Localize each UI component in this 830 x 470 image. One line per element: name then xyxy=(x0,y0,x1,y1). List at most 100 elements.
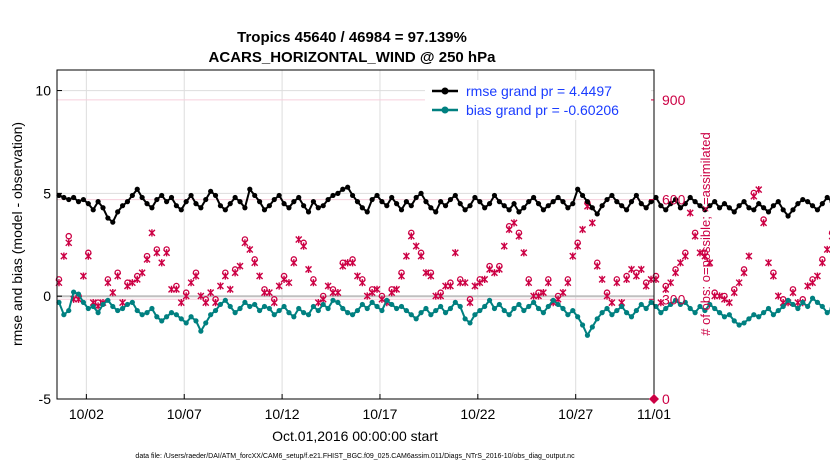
obs-assimilated-point xyxy=(104,279,112,287)
obs-assimilated-point xyxy=(437,292,445,300)
bias-point xyxy=(716,310,723,316)
y-tick-label: 10 xyxy=(35,83,51,99)
rmse-point xyxy=(335,190,341,196)
bias-point xyxy=(271,312,277,318)
obs-assimilated-point xyxy=(422,269,430,277)
rmse-point xyxy=(129,192,135,199)
bias-point xyxy=(398,303,405,310)
rmse-point xyxy=(712,199,718,205)
rmse-point xyxy=(310,199,317,205)
obs-possible-point xyxy=(65,232,72,240)
bias-point xyxy=(183,320,189,326)
bias-point xyxy=(511,305,517,312)
rmse-point xyxy=(134,186,140,192)
rmse-point xyxy=(570,201,576,207)
bias-point xyxy=(521,307,527,314)
bias-point xyxy=(790,301,796,308)
rmse-point xyxy=(271,196,277,203)
rmse-point xyxy=(281,201,287,207)
bias-point xyxy=(697,303,703,310)
x-axis-ticks: 10/02 10/07 10/12 10/17 10/22 10/27 11/01 xyxy=(69,394,671,422)
obs-assimilated-point xyxy=(769,272,777,280)
bias-point xyxy=(648,299,654,305)
rmse-point xyxy=(208,188,214,194)
obs-assimilated-point xyxy=(466,299,474,307)
obs-assimilated-point xyxy=(84,252,92,260)
rmse-point xyxy=(555,194,561,201)
obs-assimilated-point xyxy=(265,289,273,297)
bias-point xyxy=(751,312,757,318)
rmse-point xyxy=(780,207,786,213)
obs-assimilated-point xyxy=(593,262,601,270)
obs-assimilated-point xyxy=(490,269,498,277)
bias-point xyxy=(491,305,498,312)
rmse-point xyxy=(168,194,175,201)
obs-assimilated-point xyxy=(427,272,435,280)
obs-assimilated-point xyxy=(128,279,136,287)
bias-point xyxy=(589,324,595,330)
obs-assimilated-point xyxy=(446,282,454,290)
bias-point xyxy=(824,310,830,316)
rmse-point xyxy=(442,203,449,209)
rmse-point xyxy=(384,203,390,209)
obs-assimilated-point xyxy=(603,292,611,300)
rmse-point xyxy=(658,203,664,209)
rmse-point xyxy=(741,199,747,205)
bias-point xyxy=(286,310,292,316)
obs-assimilated-point xyxy=(696,249,704,257)
obs-assimilated-point xyxy=(564,279,572,287)
obs-assimilated-point xyxy=(231,269,239,277)
bias-point xyxy=(75,291,82,297)
obs-assimilated-point xyxy=(353,272,361,280)
data-file-footer: data file: /Users/raeder/DAI/ATM_forcXX/… xyxy=(135,453,575,460)
rmse-point xyxy=(653,194,659,201)
bias-point xyxy=(814,299,821,305)
bias-point xyxy=(247,303,253,310)
right-axis-zero-marker xyxy=(649,394,659,404)
rmse-point xyxy=(178,207,184,213)
bias-point xyxy=(496,301,502,308)
bias-point xyxy=(756,314,762,320)
rmse-point xyxy=(824,194,830,201)
bias-point xyxy=(340,305,346,312)
obs-assimilated-point xyxy=(163,249,171,257)
obs-assimilated-point xyxy=(554,295,562,303)
rmse-point xyxy=(545,203,551,209)
right-tick-label: 900 xyxy=(662,92,686,108)
rmse-point xyxy=(790,207,796,213)
obs-assimilated-point xyxy=(398,272,405,280)
rmse-point xyxy=(330,192,336,199)
rmse-point xyxy=(418,190,424,196)
obs-assimilated-point xyxy=(270,299,278,307)
obs-assimilated-point xyxy=(363,292,371,300)
rmse-point xyxy=(301,203,307,209)
rmse-point xyxy=(702,207,708,213)
bias-point xyxy=(168,310,175,316)
rmse-point xyxy=(638,201,644,207)
rmse-point xyxy=(345,184,351,190)
bias-point xyxy=(663,305,669,312)
bias-point xyxy=(594,316,600,322)
obs-assimilated-point xyxy=(613,279,621,287)
obs-assimilated-point xyxy=(569,252,577,260)
bias-point xyxy=(359,301,365,308)
bias-point xyxy=(149,305,155,312)
bias-point xyxy=(291,314,297,320)
bias-point xyxy=(193,318,199,324)
bias-point xyxy=(565,312,571,318)
rmse-point xyxy=(394,201,400,207)
bias-point xyxy=(159,318,165,324)
rmse-point xyxy=(80,196,87,203)
bias-point xyxy=(643,305,649,312)
rmse-point xyxy=(457,201,463,207)
obs-assimilated-point xyxy=(109,289,117,297)
bias-point xyxy=(198,328,204,334)
rmse-point xyxy=(506,207,512,213)
obs-assimilated-point xyxy=(182,292,190,300)
obs-assimilated-point xyxy=(574,242,582,250)
rmse-point xyxy=(359,205,365,211)
rmse-point xyxy=(95,199,101,205)
bias-point xyxy=(765,305,772,312)
rmse-point xyxy=(305,209,312,215)
obs-assimilated-point xyxy=(520,249,528,257)
